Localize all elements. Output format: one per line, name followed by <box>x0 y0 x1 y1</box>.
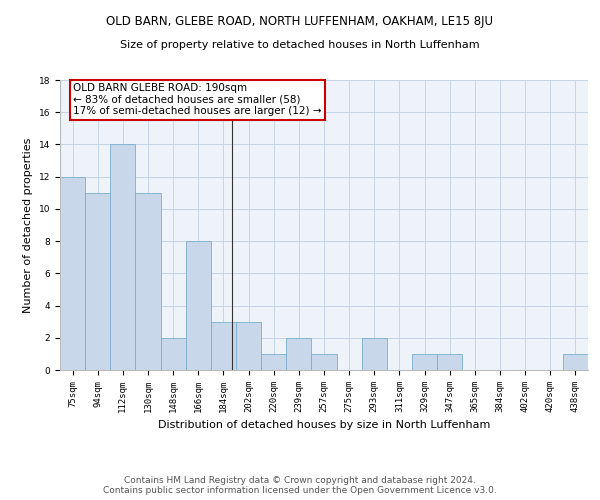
Text: OLD BARN GLEBE ROAD: 190sqm
← 83% of detached houses are smaller (58)
17% of sem: OLD BARN GLEBE ROAD: 190sqm ← 83% of det… <box>73 83 322 116</box>
Bar <box>85 193 110 370</box>
Text: Size of property relative to detached houses in North Luffenham: Size of property relative to detached ho… <box>120 40 480 50</box>
Bar <box>286 338 311 370</box>
Bar <box>136 193 161 370</box>
Bar <box>412 354 437 370</box>
Bar <box>563 354 588 370</box>
Text: OLD BARN, GLEBE ROAD, NORTH LUFFENHAM, OAKHAM, LE15 8JU: OLD BARN, GLEBE ROAD, NORTH LUFFENHAM, O… <box>107 15 493 28</box>
Bar <box>60 176 85 370</box>
Bar <box>161 338 186 370</box>
Bar <box>186 241 211 370</box>
X-axis label: Distribution of detached houses by size in North Luffenham: Distribution of detached houses by size … <box>158 420 490 430</box>
Bar <box>311 354 337 370</box>
Y-axis label: Number of detached properties: Number of detached properties <box>23 138 33 312</box>
Bar <box>110 144 136 370</box>
Text: Contains HM Land Registry data © Crown copyright and database right 2024.
Contai: Contains HM Land Registry data © Crown c… <box>103 476 497 495</box>
Bar <box>236 322 261 370</box>
Bar <box>211 322 236 370</box>
Bar <box>362 338 387 370</box>
Bar <box>437 354 462 370</box>
Bar <box>261 354 286 370</box>
